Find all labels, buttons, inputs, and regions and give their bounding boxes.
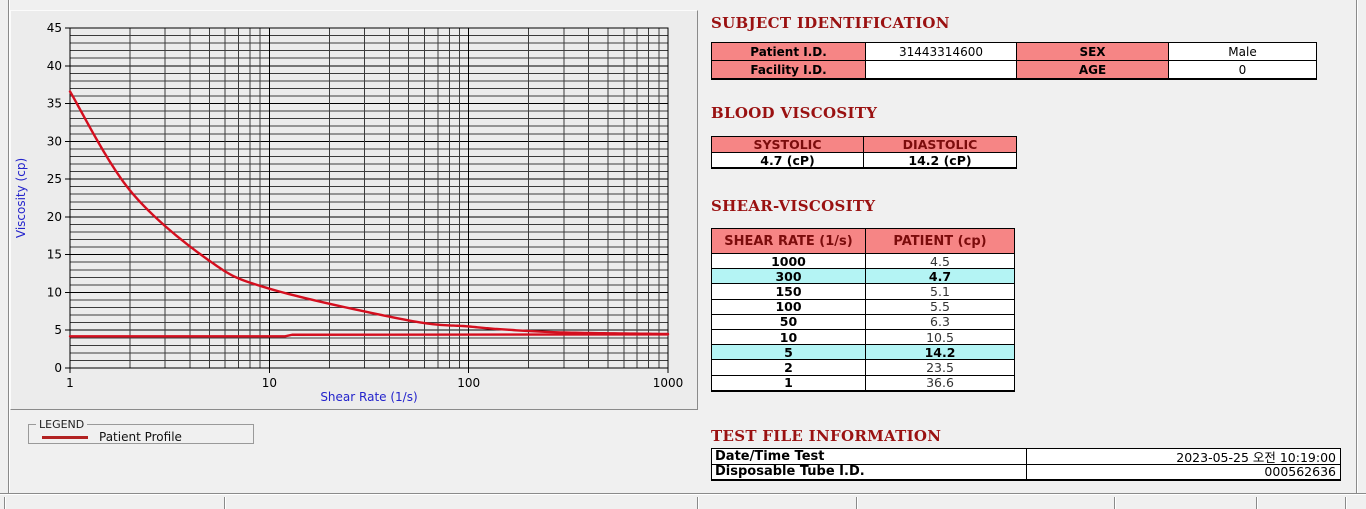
shear-rate-header: SHEAR RATE (1/s) [712, 229, 865, 253]
disposable-tube-id-label: Disposable Tube I.D. [712, 464, 1026, 479]
bottom-panel-strip [0, 493, 1366, 509]
bottom-panel-divider [1256, 497, 1258, 509]
shear-viscosity-table: SHEAR RATE (1/s) PATIENT (cp) 1000 4.5 300… [711, 228, 1015, 392]
bottom-panel-divider [856, 497, 858, 509]
svg-text:1: 1 [66, 376, 74, 390]
svg-text:30: 30 [47, 134, 62, 148]
patient-viscosity-cell: 10.5 [866, 329, 1014, 345]
svg-text:15: 15 [47, 248, 62, 262]
svg-text:Viscosity (cp): Viscosity (cp) [14, 158, 28, 238]
chart-panel: 0 5 10 15 20 25 30 35 40 45 1 10 100 1000 Shear Rate (… [10, 10, 698, 410]
patient-viscosity-cell: 6.3 [866, 314, 1014, 329]
shear-rate-cell: 10 [712, 329, 865, 345]
shear-rate-cell: 50 [712, 314, 865, 329]
shear-rate-cell: 5 [712, 345, 865, 360]
svg-text:40: 40 [47, 59, 62, 73]
svg-text:25: 25 [47, 172, 62, 186]
facility-id-label: Facility I.D. [712, 61, 865, 78]
diastolic-value: 14.2 (cP) [864, 153, 1016, 167]
svg-text:45: 45 [47, 21, 62, 35]
date-time-test-value: 2023-05-25 오전 10:19:00 [1027, 449, 1340, 464]
bottom-panel-divider [224, 497, 226, 509]
systolic-header: SYSTOLIC [712, 137, 863, 152]
legend-entry-label: Patient Profile [99, 430, 182, 444]
shear-viscosity-title: SHEAR-VISCOSITY [711, 197, 876, 215]
disposable-tube-id-value: 000562636 [1027, 464, 1340, 479]
patient-id-label: Patient I.D. [712, 43, 865, 60]
bottom-panel-divider [4, 497, 6, 509]
svg-text:10: 10 [47, 285, 62, 299]
shear-rate-cell: 150 [712, 284, 865, 299]
svg-text:Shear Rate (1/s): Shear Rate (1/s) [320, 390, 417, 404]
patient-viscosity-cell: 5.5 [866, 299, 1014, 314]
blood-viscosity-table: SYSTOLIC DIASTOLIC 4.7 (cP) 14.2 (cP) [711, 136, 1017, 169]
bottom-panel-divider [1345, 497, 1347, 509]
shear-rate-cell: 300 [712, 269, 865, 284]
bottom-panel-divider [1114, 497, 1116, 509]
svg-text:0: 0 [54, 361, 62, 375]
systolic-value: 4.7 (cP) [712, 153, 863, 167]
shear-rate-cell: 1000 [712, 254, 865, 269]
sex-label: SEX [1017, 43, 1168, 60]
date-time-test-label: Date/Time Test [712, 449, 1026, 464]
patient-viscosity-cell: 5.1 [866, 284, 1014, 299]
svg-text:20: 20 [47, 210, 62, 224]
subject-identification-table: Patient I.D. 31443314600 SEX Male Facili… [711, 42, 1317, 80]
facility-id-value [866, 61, 1016, 78]
age-value: 0 [1169, 61, 1316, 78]
patient-viscosity-cell: 14.2 [866, 345, 1014, 360]
legend-box-label: LEGEND [39, 418, 85, 431]
patient-viscosity-cell: 36.6 [866, 375, 1014, 390]
legend-entry: Patient Profile [33, 430, 249, 444]
patient-profile-line-swatch [42, 435, 88, 439]
sex-value: Male [1169, 43, 1316, 60]
patient-id-value: 31443314600 [866, 43, 1016, 60]
svg-text:10: 10 [262, 376, 277, 390]
shear-rate-cell: 2 [712, 360, 865, 375]
diastolic-header: DIASTOLIC [864, 137, 1016, 152]
subject-identification-title: SUBJECT IDENTIFICATION [711, 14, 950, 32]
viscosity-chart: 0 5 10 15 20 25 30 35 40 45 1 10 100 1000 Shear Rate (… [14, 21, 684, 404]
patient-viscosity-cell: 4.5 [866, 254, 1014, 269]
legend-box: LEGEND Patient Profile [28, 418, 254, 444]
window-right-edge [1356, 0, 1358, 493]
blood-viscosity-title: BLOOD VISCOSITY [711, 104, 878, 122]
test-file-information-table: Date/Time Test 2023-05-25 오전 10:19:00 Di… [711, 448, 1341, 481]
patient-viscosity-cell: 4.7 [866, 269, 1014, 284]
svg-text:1000: 1000 [653, 376, 684, 390]
age-label: AGE [1017, 61, 1168, 78]
svg-text:5: 5 [54, 323, 62, 337]
patient-cp-header: PATIENT (cp) [866, 229, 1014, 253]
shear-rate-cell: 1 [712, 375, 865, 390]
svg-text:100: 100 [457, 376, 480, 390]
patient-viscosity-cell: 23.5 [866, 360, 1014, 375]
shear-rate-cell: 100 [712, 299, 865, 314]
svg-text:35: 35 [47, 97, 62, 111]
test-file-information-title: TEST FILE INFORMATION [711, 427, 942, 445]
bottom-panel-divider [697, 497, 699, 509]
window-left-edge [8, 0, 10, 493]
